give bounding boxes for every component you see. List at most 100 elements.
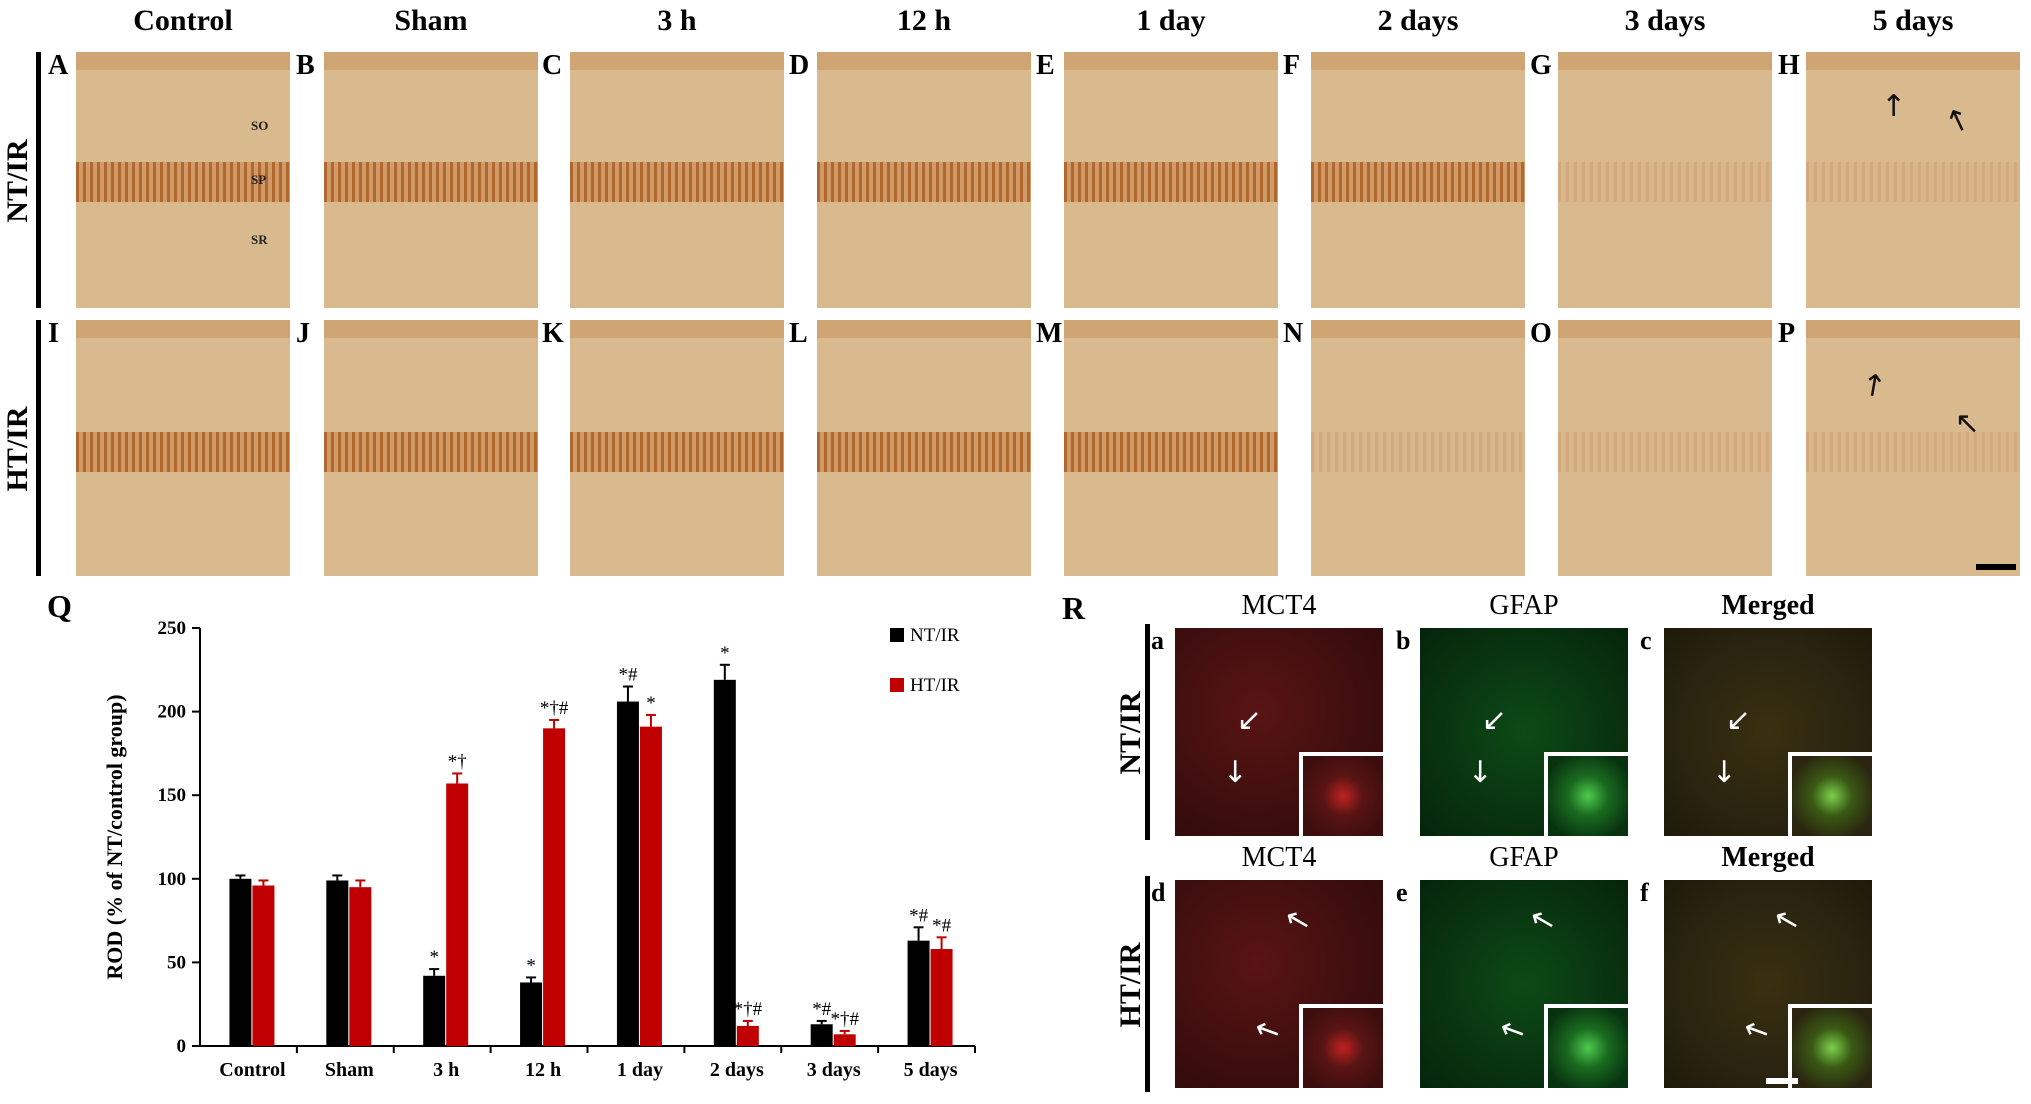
panel-letter: f	[1640, 878, 1649, 907]
fluorescence-panel	[1175, 628, 1383, 836]
bar	[833, 1034, 856, 1046]
pyramidal-layer-band	[817, 162, 1031, 202]
column-title: Control	[133, 4, 233, 37]
panel-letter: P	[1778, 318, 1796, 349]
row-label: NT/IR	[1, 139, 34, 223]
significance-label: *	[429, 947, 439, 968]
pyramidal-layer-band	[1558, 432, 1772, 472]
stratum-oriens-band	[570, 52, 784, 70]
magnified-inset	[1544, 752, 1628, 836]
fluorescence-panel	[1175, 880, 1383, 1088]
bar	[616, 701, 639, 1046]
magnified-inset	[1544, 1004, 1628, 1088]
panel-letter: I	[48, 318, 59, 349]
panel-letter: N	[1283, 318, 1304, 349]
pyramidal-layer-band	[817, 432, 1031, 472]
y-tick-label: 250	[158, 618, 187, 639]
bar	[252, 885, 275, 1046]
layer-label: SO	[251, 118, 269, 133]
micrograph-panel	[570, 52, 784, 308]
panel-letter: F	[1283, 50, 1301, 81]
fluorescence-channel-title: GFAP	[1489, 590, 1559, 621]
micrograph-panel	[76, 52, 290, 308]
legend-label: NT/IR	[910, 625, 960, 646]
arrow-icon: ←	[1462, 758, 1498, 784]
panel-letter: E	[1036, 50, 1055, 81]
pyramidal-layer-band	[76, 162, 290, 202]
fluorescence-channel-title: GFAP	[1489, 842, 1559, 873]
significance-label: *#	[909, 905, 929, 926]
pyramidal-layer-band	[324, 432, 538, 472]
micrograph-panel	[1558, 320, 1772, 576]
rod-bar-chart: 0 50 100 150 200 250 ROD (% of NT/control grou…	[102, 618, 976, 1081]
x-tick-label: 3 h	[433, 1059, 459, 1081]
y-axis-label: ROD (% of NT/control group)	[102, 694, 127, 979]
fluorescence-channel-title: Merged	[1721, 590, 1815, 621]
column-title: 5 days	[1872, 4, 1954, 37]
micrograph-panel	[1064, 320, 1278, 576]
stratum-oriens-band	[324, 320, 538, 338]
bar	[229, 878, 252, 1046]
panel-letter: M	[1036, 318, 1063, 349]
micrograph-panel	[1806, 52, 2020, 308]
fluorescence-channel-title: Merged	[1721, 842, 1815, 873]
micrograph-panel	[1806, 320, 2020, 576]
x-tick-label: 1 day	[617, 1059, 663, 1081]
panel-letter: c	[1640, 626, 1652, 655]
pyramidal-layer-band	[324, 162, 538, 202]
y-tick-label: 100	[158, 869, 187, 890]
panel-letter: b	[1396, 626, 1411, 655]
fluorescence-panel	[1664, 628, 1872, 836]
bar	[543, 728, 566, 1046]
pyramidal-layer-band	[1558, 162, 1772, 202]
column-title: 3 h	[657, 4, 697, 37]
row-label: HT/IR	[1, 406, 34, 492]
pyramidal-layer-band	[570, 432, 784, 472]
stratum-oriens-band	[1558, 320, 1772, 338]
panel-letter: L	[789, 318, 808, 349]
arrow-icon: ↑	[1881, 89, 1907, 124]
micrograph-panel	[817, 320, 1031, 576]
column-title: 3 days	[1624, 4, 1706, 37]
panel-letter: J	[296, 318, 310, 349]
fluorescence-panel	[1420, 880, 1628, 1088]
micrograph-panel	[1558, 52, 1772, 308]
stratum-oriens-band	[1558, 52, 1772, 70]
panel-letter: A	[48, 50, 69, 81]
y-tick-label: 50	[167, 952, 186, 973]
panel-letter: e	[1396, 878, 1408, 907]
bar	[639, 726, 662, 1046]
y-tick-label: 150	[158, 785, 187, 806]
scale-bar	[1976, 564, 2016, 570]
legend-swatch	[890, 628, 904, 642]
magnified-inset	[1299, 1004, 1383, 1088]
y-tick-label: 0	[177, 1036, 187, 1057]
panel-letter: D	[789, 50, 810, 81]
legend-swatch	[890, 678, 904, 692]
bar	[810, 1024, 833, 1046]
bar	[736, 1025, 759, 1046]
x-tick-label: 5 days	[904, 1059, 958, 1081]
column-title: 1 day	[1136, 4, 1206, 37]
layer-label: SP	[251, 172, 267, 187]
stratum-oriens-band	[1064, 52, 1278, 70]
panel-letter: K	[542, 318, 564, 349]
pyramidal-layer-band	[76, 432, 290, 472]
pyramidal-layer-band	[1064, 432, 1278, 472]
significance-label: *†#	[540, 698, 569, 719]
micrograph-panel	[76, 320, 290, 576]
panel-letter: d	[1151, 878, 1166, 907]
stratum-oriens-band	[1311, 52, 1525, 70]
column-title: Sham	[394, 4, 468, 37]
stratum-oriens-band	[1064, 320, 1278, 338]
stratum-oriens-band	[817, 320, 1031, 338]
row-bar	[1145, 876, 1150, 1092]
arrow-icon: ←	[1217, 758, 1253, 784]
row-label: HT/IR	[1114, 942, 1147, 1028]
x-tick-label: Sham	[325, 1059, 374, 1081]
column-title: 12 h	[896, 4, 952, 37]
bar	[446, 783, 469, 1046]
pyramidal-layer-band	[570, 162, 784, 202]
significance-label: *	[526, 955, 536, 976]
micrograph-panel	[324, 52, 538, 308]
